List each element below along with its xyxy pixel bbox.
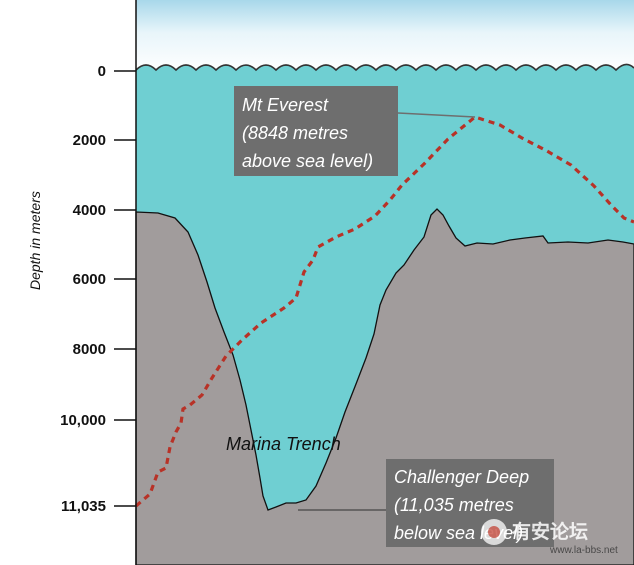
tick-label: 10,000 (60, 412, 106, 429)
sky-band (136, 0, 634, 72)
callout-box (234, 86, 398, 176)
callout-box (386, 459, 554, 547)
everest-callout: Mt Everest (8848 metres above sea level) (234, 86, 476, 176)
depth-axis: 0 2000 4000 6000 8000 10,000 11,035 Dept… (27, 0, 137, 565)
watermark-text: 有安论坛 (512, 520, 588, 543)
callout-line: Challenger Deep (394, 467, 529, 487)
watermark: 有安论坛 www.la-bbs.net (481, 519, 618, 556)
tick-label: 2000 (73, 132, 106, 149)
tick-label: 11,035 (61, 498, 106, 515)
tick-label: 8000 (73, 341, 106, 358)
sea-surface-wave (135, 63, 634, 72)
callout-line: Mt Everest (242, 95, 329, 115)
trench-label: Marina Trench (226, 434, 341, 454)
callout-line: above sea level) (242, 151, 373, 171)
tick-label: 0 (98, 63, 106, 80)
everest-dotted-outline (134, 115, 634, 508)
axis-title: Depth in meters (27, 191, 43, 290)
callout-line: (11,035 metres (394, 495, 514, 515)
callout-line: (8848 metres (242, 123, 348, 143)
tick-label: 6000 (73, 271, 106, 288)
watermark-logo-dot (488, 526, 500, 538)
callout-leader-line (397, 112, 476, 118)
tick-label: 4000 (73, 202, 106, 219)
watermark-url: www.la-bbs.net (549, 545, 618, 556)
